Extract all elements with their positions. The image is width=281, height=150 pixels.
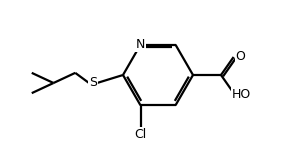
Text: Cl: Cl [134,128,147,141]
Text: O: O [236,51,246,63]
Text: HO: HO [232,87,251,100]
Text: N: N [136,38,145,51]
Text: S: S [89,76,97,90]
